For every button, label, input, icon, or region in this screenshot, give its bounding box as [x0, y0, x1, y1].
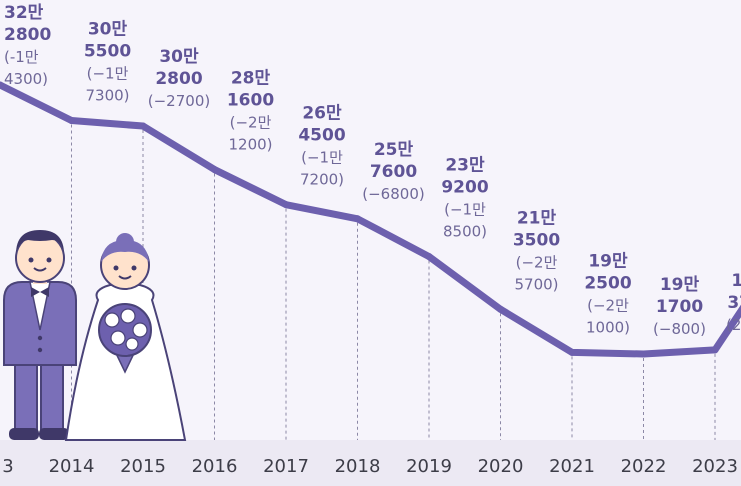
data-point-2016 — [211, 166, 218, 174]
x-tick-label: 2021 — [549, 456, 595, 477]
data-label-line: 2800 — [4, 25, 51, 45]
data-label-line: (−2만 — [516, 253, 558, 271]
data-label-line: 26만 — [302, 104, 342, 124]
data-label-line: 3700 — [727, 293, 741, 313]
data-label-line: (−6800) — [362, 185, 424, 203]
data-label-line: 30만 — [88, 20, 128, 40]
bride-icon — [64, 233, 187, 441]
x-tick-label: 2022 — [621, 456, 667, 477]
data-label-line: (−1만 — [444, 201, 486, 219]
data-label-layer: 32만2800(-1만4300)30만5500(−1만7300)30만2800(… — [4, 3, 741, 338]
data-point-2023 — [711, 346, 719, 354]
data-label-line: (−1만 — [301, 149, 343, 167]
x-tick-label: 2023 — [692, 456, 738, 477]
x-tick-label: 2020 — [478, 456, 524, 477]
data-label-line: 1700 — [656, 297, 703, 317]
x-tick-layer: 3 2014 2015 2016 2017 2018 2019 2020 2021 2022 202… — [2, 456, 738, 477]
data-label-line: 5500 — [84, 42, 131, 62]
data-label-line: 1600 — [227, 91, 274, 111]
data-label-line: (2000) — [726, 316, 741, 334]
data-label-line: (−2만 — [587, 296, 629, 314]
data-label-line: (−2700) — [148, 92, 210, 110]
data-label-line: 19만 — [660, 275, 700, 295]
data-label-line: 4500 — [298, 126, 345, 146]
data-point-2017 — [282, 201, 290, 209]
x-tick-label: 2016 — [192, 456, 238, 477]
data-point-2021 — [568, 348, 576, 356]
x-tick-label: 2017 — [263, 456, 309, 477]
data-point-2014 — [68, 117, 75, 125]
data-label-line: (-1만 — [4, 48, 39, 66]
x-tick-label: 2019 — [406, 456, 452, 477]
bouquet-icon — [98, 303, 152, 374]
data-label-line: 23만 — [445, 156, 485, 176]
data-label-line: 30만 — [159, 47, 199, 67]
x-tick-label: 2014 — [49, 456, 95, 477]
data-label-line: (−1만 — [87, 65, 129, 83]
data-label-line: 1200) — [228, 136, 272, 154]
data-point-2013 — [0, 81, 4, 89]
series-layer — [0, 81, 741, 358]
data-label-line: 2500 — [584, 273, 631, 293]
data-label-line: 28만 — [231, 69, 271, 89]
data-label-line: 19만 — [588, 251, 628, 271]
data-label-line: 25만 — [374, 140, 414, 160]
x-axis-band — [0, 440, 741, 486]
data-label-line: 7200) — [300, 171, 344, 189]
data-label-line: 19만 — [731, 271, 741, 291]
data-label-line: 32만 — [4, 3, 44, 23]
data-label-line: (−2만 — [230, 114, 272, 132]
data-label-line: 5700) — [514, 275, 558, 293]
x-tick-label: 2015 — [120, 456, 166, 477]
data-point-2020 — [497, 305, 504, 313]
x-tick-label: 3 — [2, 456, 13, 477]
data-label-line: 7600 — [370, 162, 417, 182]
data-label-line: 2800 — [155, 69, 202, 89]
data-label-2023: 19만 3700 (2000) — [726, 271, 741, 334]
data-label-line: 3500 — [513, 230, 560, 250]
series-line — [0, 81, 741, 358]
data-label-line: 9200 — [441, 178, 488, 198]
data-label-line: (−800) — [653, 320, 706, 338]
data-point-2022 — [640, 350, 647, 358]
data-point-2019 — [425, 253, 433, 261]
x-tick-label: 2018 — [335, 456, 381, 477]
data-label-line: 4300) — [4, 70, 48, 88]
groom-icon — [3, 230, 77, 440]
data-label-line: 1000) — [586, 318, 630, 336]
data-label-line: 21만 — [517, 208, 557, 228]
data-label-line: 7300) — [85, 87, 129, 105]
data-point-2015 — [139, 122, 147, 130]
data-point-2018 — [354, 215, 361, 223]
data-label-line: 8500) — [443, 223, 487, 241]
